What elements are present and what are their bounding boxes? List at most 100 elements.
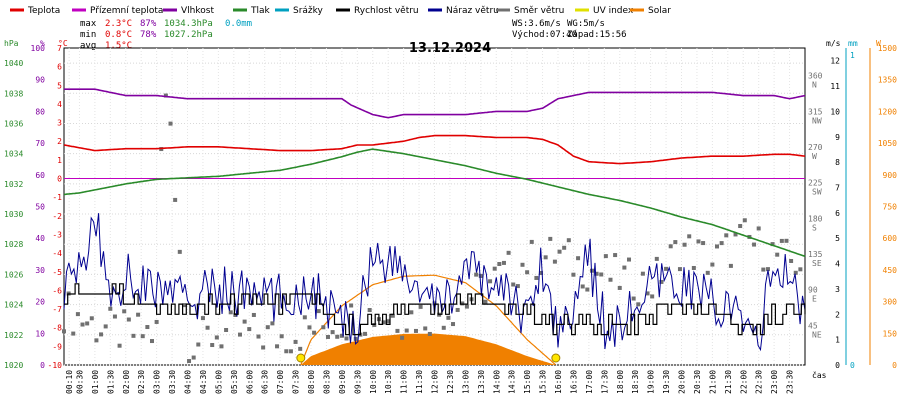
stat-max-temp: 2.3°C — [105, 19, 132, 29]
wind-dir-point — [478, 273, 483, 278]
sunrise-time: Východ:07:40 — [512, 30, 577, 40]
wind-dir-point — [149, 339, 154, 344]
wind-dir-point — [765, 267, 770, 272]
wind-dir-point — [432, 301, 437, 306]
wind-dir-point — [103, 324, 108, 329]
hpa-tick-label: 1030 — [4, 210, 23, 219]
wind-dir-point — [349, 303, 354, 308]
stat-avg-label: avg — [80, 41, 96, 51]
wind-dir-point — [136, 312, 141, 317]
wind-dir-point — [654, 256, 659, 261]
x-tick-label: 16:30 — [569, 370, 578, 394]
dir-tick-degree: 270 — [808, 143, 823, 152]
ms-tick-label: 6 — [835, 209, 840, 218]
x-tick-label: 07:30 — [292, 370, 301, 394]
wind-dir-point — [233, 312, 238, 317]
temp-axis-label: °C — [58, 39, 68, 48]
ms-tick-label: 8 — [835, 158, 840, 167]
wind-dir-point — [455, 307, 460, 312]
legend-label: Tlak — [250, 6, 271, 16]
x-tick-label: 06:00 — [245, 370, 254, 394]
wm2-axis-label: W — [876, 39, 881, 48]
wind-dir-point — [307, 325, 312, 330]
x-tick-label: 12:30 — [446, 370, 455, 394]
wind-dir-point — [85, 321, 90, 326]
wind-speed-line — [64, 283, 806, 336]
x-tick-label: 00:10 — [65, 370, 74, 394]
x-tick-label: 18:30 — [631, 370, 640, 394]
x-tick-label: 13:30 — [477, 370, 486, 394]
wm2-tick-label: 150 — [883, 329, 898, 338]
wm2-tick-label: 600 — [883, 234, 898, 243]
wind-dir-point — [728, 263, 733, 268]
wind-dir-point — [775, 252, 780, 257]
ms-tick-label: 12 — [830, 57, 840, 66]
ms-tick-label: 0 — [835, 361, 840, 370]
wind-dir-point — [265, 325, 270, 330]
temp-tick-label: 5 — [57, 81, 62, 90]
stats-box: max 2.3°C 87% 1034.3hPa 0.0mm min 0.8°C … — [80, 19, 252, 51]
hum-tick-label: 40 — [35, 234, 45, 243]
wind-dir-point — [251, 312, 256, 317]
wind-dir-point — [659, 279, 664, 284]
wind-dir-point — [99, 332, 104, 337]
wind-dir-point — [594, 271, 599, 276]
wind-dir-point — [62, 329, 66, 334]
x-tick-label: 07:00 — [276, 370, 285, 394]
stat-min-label: min — [80, 30, 96, 40]
wind-dir-point — [738, 224, 743, 229]
wind-dir-point — [701, 241, 706, 246]
wind-dir-point — [552, 259, 557, 264]
x-tick-label: 14:00 — [492, 370, 501, 394]
wind-dir-point — [71, 331, 76, 336]
temp-tick-label: -9 — [52, 342, 62, 351]
wm2-tick-label: 900 — [883, 171, 898, 180]
wind-dir-point — [219, 344, 224, 349]
hum-tick-label: 0 — [40, 361, 45, 370]
wind-dir-point — [196, 342, 201, 347]
wind-dir-point — [270, 321, 275, 326]
wind-dir-point — [94, 338, 99, 343]
x-axis-label: čas — [812, 370, 827, 380]
temp-tick-label: 0 — [57, 175, 62, 184]
x-tick-label: 22:30 — [755, 370, 764, 394]
wind-dir-point — [446, 315, 451, 320]
wind-dir-point — [631, 296, 636, 301]
wind-dir-point — [645, 291, 650, 296]
temp-tick-label: -8 — [52, 324, 62, 333]
x-tick-label: 05:30 — [230, 370, 239, 394]
wind-dir-point — [409, 310, 414, 315]
x-tick-label: 21:00 — [708, 370, 717, 394]
wm2-tick-label: 450 — [883, 266, 898, 275]
dir-tick-degree: 225 — [808, 179, 823, 188]
dir-tick-degree: 45 — [808, 321, 818, 330]
x-tick-label: 06:30 — [261, 370, 270, 394]
x-tick-label: 12:00 — [431, 370, 440, 394]
x-tick-label: 08:00 — [307, 370, 316, 394]
sun-marker — [296, 353, 306, 363]
wind-dir-point — [539, 270, 544, 275]
hpa-tick-label: 1036 — [4, 119, 23, 128]
ms-tick-label: 10 — [830, 107, 840, 116]
wind-dir-point — [562, 245, 567, 250]
wind-dir-point — [724, 233, 729, 238]
wind-dir-point — [284, 349, 289, 354]
wind-dir-point — [168, 121, 173, 126]
wind-dir-point — [483, 299, 488, 304]
wm2-tick-label: 1200 — [878, 107, 897, 116]
hpa-tick-label: 1020 — [4, 361, 23, 370]
hum-tick-label: 10 — [35, 329, 45, 338]
wind-dir-point — [418, 304, 423, 309]
temp-tick-label: 1 — [57, 156, 62, 165]
wind-dir-point — [390, 313, 395, 318]
hpa-tick-label: 1032 — [4, 180, 23, 189]
ms-tick-label: 1 — [835, 336, 840, 345]
wind-dir-point — [585, 287, 590, 292]
ms-tick-label: 5 — [835, 234, 840, 243]
wind-dir-point — [321, 325, 326, 330]
x-tick-label: 08:30 — [322, 370, 331, 394]
wind-dir-point — [205, 325, 210, 330]
stat-max-press: 1034.3hPa — [164, 19, 213, 29]
wind-dir-point — [256, 334, 261, 339]
legend: Teplota Přízemní teplota Vlhkost Tlak Srážky… — [10, 6, 671, 16]
